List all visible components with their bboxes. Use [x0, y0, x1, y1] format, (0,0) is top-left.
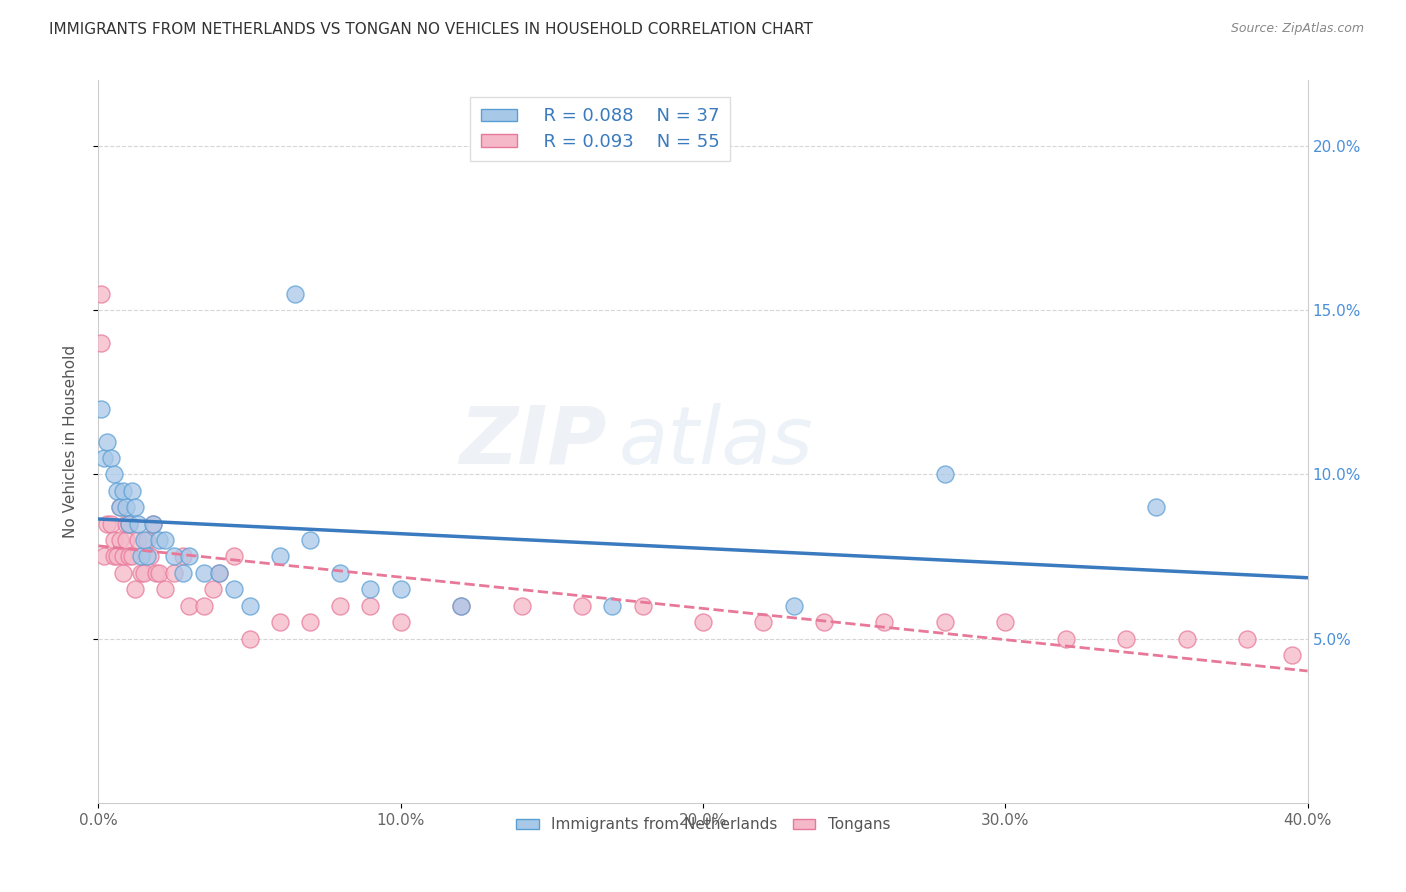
Point — [299, 615, 322, 630]
Point — [783, 599, 806, 613]
Point — [224, 582, 246, 597]
Point — [111, 483, 134, 498]
Point — [208, 566, 231, 580]
Point — [127, 516, 149, 531]
Text: IMMIGRANTS FROM NETHERLANDS VS TONGAN NO VEHICLES IN HOUSEHOLD CORRELATION CHART: IMMIGRANTS FROM NETHERLANDS VS TONGAN NO… — [49, 22, 813, 37]
Point — [1115, 632, 1137, 646]
Point — [172, 549, 194, 564]
Point — [124, 582, 146, 597]
Point — [103, 467, 125, 482]
Point — [172, 566, 194, 580]
Point — [103, 533, 125, 547]
Point — [148, 533, 170, 547]
Point — [129, 549, 152, 564]
Point — [179, 549, 201, 564]
Point — [135, 533, 157, 547]
Point — [100, 516, 122, 531]
Point — [631, 599, 654, 613]
Point — [389, 582, 412, 597]
Point — [90, 401, 112, 416]
Point — [752, 615, 775, 630]
Point — [118, 549, 141, 564]
Point — [692, 615, 714, 630]
Point — [1236, 632, 1258, 646]
Point — [111, 549, 134, 564]
Point — [450, 599, 472, 613]
Point — [93, 549, 115, 564]
Point — [934, 615, 956, 630]
Point — [163, 566, 186, 580]
Point — [93, 450, 115, 465]
Point — [100, 450, 122, 465]
Point — [103, 549, 125, 564]
Point — [127, 533, 149, 547]
Text: atlas: atlas — [619, 402, 813, 481]
Point — [118, 516, 141, 531]
Point — [105, 549, 128, 564]
Point — [202, 582, 225, 597]
Point — [139, 549, 162, 564]
Y-axis label: No Vehicles in Household: No Vehicles in Household — [63, 345, 77, 538]
Point — [284, 286, 307, 301]
Point — [124, 500, 146, 515]
Point — [1281, 648, 1303, 662]
Point — [813, 615, 835, 630]
Point — [329, 599, 352, 613]
Point — [360, 582, 382, 597]
Point — [299, 533, 322, 547]
Point — [135, 549, 157, 564]
Point — [193, 599, 215, 613]
Point — [934, 467, 956, 482]
Text: ZIP: ZIP — [458, 402, 606, 481]
Point — [224, 549, 246, 564]
Point — [1175, 632, 1198, 646]
Point — [239, 632, 262, 646]
Point — [114, 516, 136, 531]
Point — [90, 336, 112, 351]
Point — [90, 286, 112, 301]
Point — [571, 599, 593, 613]
Point — [105, 483, 128, 498]
Point — [602, 599, 624, 613]
Point — [148, 566, 170, 580]
Point — [121, 549, 143, 564]
Point — [142, 516, 165, 531]
Point — [111, 566, 134, 580]
Text: Source: ZipAtlas.com: Source: ZipAtlas.com — [1230, 22, 1364, 36]
Point — [269, 615, 291, 630]
Legend: Immigrants from Netherlands, Tongans: Immigrants from Netherlands, Tongans — [509, 812, 897, 838]
Point — [96, 434, 118, 449]
Point — [163, 549, 186, 564]
Point — [1054, 632, 1077, 646]
Point — [121, 483, 143, 498]
Point — [1144, 500, 1167, 515]
Point — [132, 533, 155, 547]
Point — [873, 615, 896, 630]
Point — [193, 566, 215, 580]
Point — [114, 533, 136, 547]
Point — [208, 566, 231, 580]
Point — [129, 566, 152, 580]
Point — [179, 599, 201, 613]
Point — [239, 599, 262, 613]
Point — [153, 533, 176, 547]
Point — [114, 500, 136, 515]
Point — [450, 599, 472, 613]
Point — [108, 500, 131, 515]
Point — [145, 566, 167, 580]
Point — [269, 549, 291, 564]
Point — [142, 516, 165, 531]
Point — [329, 566, 352, 580]
Point — [994, 615, 1017, 630]
Point — [96, 516, 118, 531]
Point — [132, 566, 155, 580]
Point — [153, 582, 176, 597]
Point — [510, 599, 533, 613]
Point — [108, 500, 131, 515]
Point — [118, 516, 141, 531]
Point — [360, 599, 382, 613]
Point — [108, 533, 131, 547]
Point — [389, 615, 412, 630]
